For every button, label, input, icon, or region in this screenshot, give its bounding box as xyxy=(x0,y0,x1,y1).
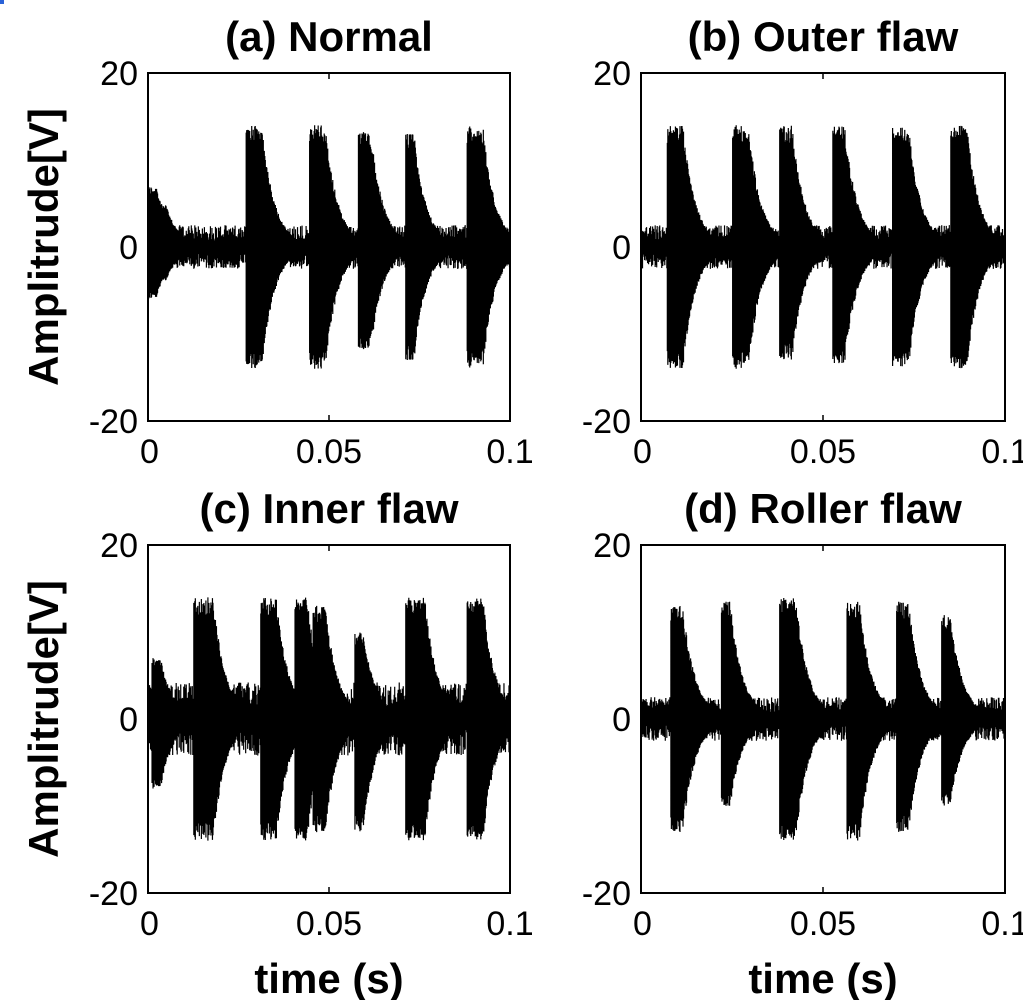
y-tick-label: 20 xyxy=(100,527,138,565)
y-axis-label: Amplitrude[V] xyxy=(20,580,67,858)
y-tick-label: 0 xyxy=(612,701,631,739)
panel-title: (b) Outer flaw xyxy=(688,13,959,60)
y-tick-label: 0 xyxy=(119,701,138,739)
y-tick-label: 20 xyxy=(593,527,631,565)
panel-title: (c) Inner flaw xyxy=(199,485,458,532)
y-tick-label: 20 xyxy=(100,55,138,93)
signal-trace xyxy=(148,597,510,841)
x-tick-label: 0 xyxy=(633,905,652,943)
signal-trace xyxy=(148,125,510,369)
y-tick-label: -20 xyxy=(582,875,631,913)
x-tick-label: 0.1 xyxy=(486,905,533,943)
signal-trace xyxy=(641,598,1005,841)
x-tick-label: 0.05 xyxy=(296,905,362,943)
x-tick-label: 0.1 xyxy=(486,433,533,471)
x-axis-label: time (s) xyxy=(748,955,897,1000)
signal-series xyxy=(641,125,1005,369)
y-tick-label: 20 xyxy=(593,55,631,93)
y-axis-label: Amplitrude[V] xyxy=(20,108,67,386)
y-tick-label: 0 xyxy=(612,229,631,267)
x-axis-label: time (s) xyxy=(254,955,403,1000)
x-tick-label: 0 xyxy=(140,433,159,471)
y-tick-label: 0 xyxy=(119,229,138,267)
signal-series xyxy=(641,598,1005,841)
x-tick-label: 0.1 xyxy=(981,433,1023,471)
y-tick-label: -20 xyxy=(89,875,138,913)
x-tick-label: 0 xyxy=(633,433,652,471)
x-tick-label: 0.05 xyxy=(296,433,362,471)
signal-trace xyxy=(641,125,1005,369)
signal-series xyxy=(148,597,510,841)
panel-title: (a) Normal xyxy=(225,13,433,60)
signal-series xyxy=(148,125,510,369)
x-tick-label: 0.1 xyxy=(981,905,1023,943)
y-tick-label: -20 xyxy=(89,403,138,441)
y-tick-label: -20 xyxy=(582,403,631,441)
x-tick-label: 0.05 xyxy=(790,433,856,471)
x-tick-label: 0 xyxy=(140,905,159,943)
panel-title: (d) Roller flaw xyxy=(684,485,962,532)
x-tick-label: 0.05 xyxy=(790,905,856,943)
corner-mark xyxy=(0,0,4,4)
